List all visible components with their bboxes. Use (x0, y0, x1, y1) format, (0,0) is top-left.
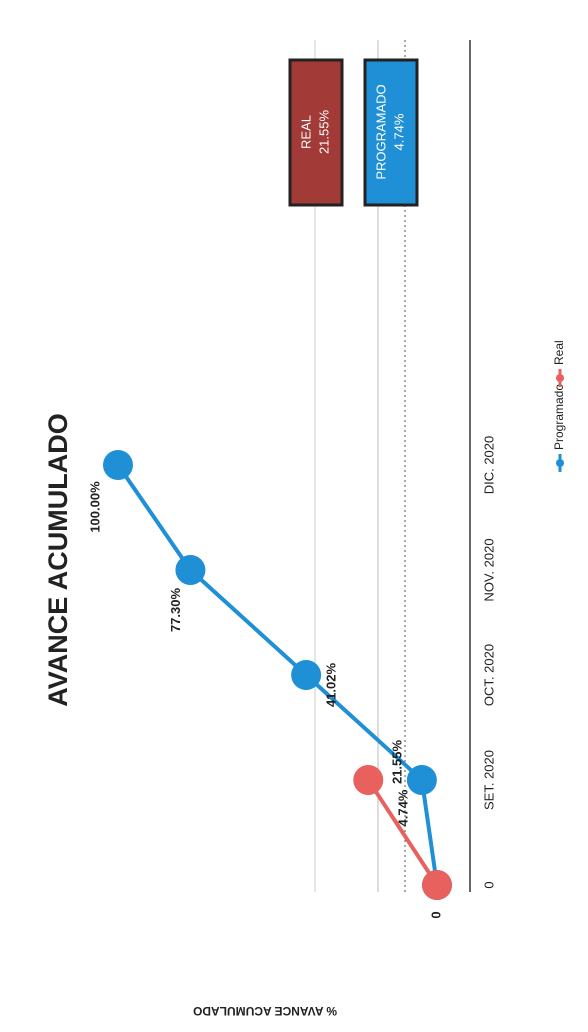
legend-label: Real (552, 340, 566, 365)
series-line (366, 778, 439, 887)
summary-value: 21.55% (316, 110, 331, 155)
data-point (291, 660, 322, 690)
x-tick-label: NOV. 2020 (481, 538, 496, 601)
x-tick-label: SET. 2020 (481, 750, 496, 810)
data-label: 41.02% (324, 663, 339, 708)
legend-marker (556, 374, 564, 382)
data-label: 100.00% (87, 481, 102, 533)
x-tick-label: OCT. 2020 (481, 644, 496, 706)
summary-box (288, 58, 344, 207)
chart-title: AVANCE ACUMULADO (43, 413, 73, 706)
y-tick-label: 0 (428, 911, 443, 918)
data-label: 77.30% (168, 588, 183, 633)
summary-box (363, 58, 419, 207)
summary-label: REAL (298, 115, 313, 149)
summary-value: 4.74% (391, 113, 406, 150)
data-label: 21.55% (390, 740, 405, 785)
legend-marker (556, 459, 564, 467)
y-axis-title: % AVANCE ACUMULADO (193, 1004, 337, 1018)
summary-label: PROGRAMADO (373, 84, 388, 179)
x-tick-label: 0 (481, 881, 496, 888)
data-point (422, 870, 452, 900)
data-point (103, 450, 133, 480)
x-tick-label: DIC. 2020 (481, 436, 496, 495)
data-label: 4.74% (395, 789, 410, 826)
legend-label: Programado (552, 384, 566, 450)
rotated-chart: AVANCE ACUMULADO % AVANCE ACUMULADO 0 0 SE… (43, 40, 566, 1018)
data-point (406, 765, 437, 795)
series-line (116, 463, 439, 886)
data-point (175, 555, 206, 585)
data-point (353, 765, 384, 795)
